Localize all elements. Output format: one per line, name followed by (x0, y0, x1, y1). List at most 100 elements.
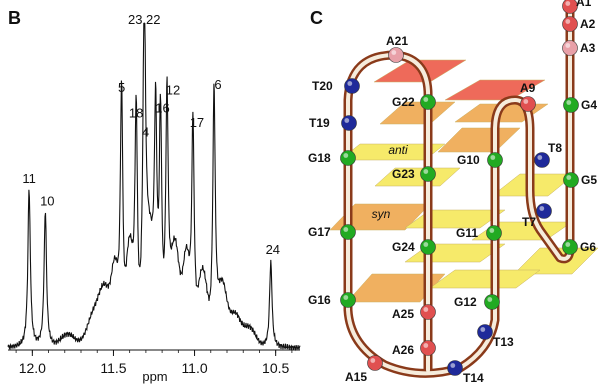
nucleotide-g17 (340, 224, 356, 240)
nucleotide-g10 (487, 152, 503, 168)
nucleotide-label: G24 (392, 240, 415, 254)
nucleotide-label: A2 (580, 17, 596, 31)
nmr-tick-label: 11.0 (181, 360, 207, 376)
nucleotide-label: T8 (548, 141, 562, 155)
nucleotide-highlight (487, 297, 493, 302)
nucleotide-highlight (423, 97, 429, 102)
nmr-peak-labels: 11 10 5 18 23,22 4 16 12 17 6 24 (22, 12, 280, 257)
nucleotides: A1 A2 A3 G4 G5 G6 T7 T8 A9 G10 G11 G12 T13 T14 A15 G16 G… (308, 0, 597, 384)
syn-label: syn (372, 207, 391, 221)
nucleotide-g11 (486, 225, 502, 241)
nucleotide-t14 (447, 360, 463, 376)
nucleotide-label: T13 (493, 335, 514, 349)
nucleotide-label: G11 (456, 226, 478, 240)
nmr-trace (7, 23, 301, 352)
nucleotide-label: A21 (386, 34, 408, 48)
nucleotide-highlight (565, 1, 571, 6)
nucleotide-a9 (520, 96, 536, 112)
nucleotide-highlight (566, 100, 572, 105)
nucleotide-label: G10 (457, 153, 480, 167)
nucleotide-highlight (480, 327, 486, 332)
nucleotide-label: A25 (392, 307, 414, 321)
nucleotide-label: A15 (345, 370, 367, 384)
nucleotide-highlight (343, 227, 349, 232)
nucleotide-g24 (420, 239, 436, 255)
panel-label-c: C (310, 8, 323, 28)
nucleotide-highlight (490, 155, 496, 160)
backbone-inner (346, 0, 572, 376)
nucleotide-highlight (565, 19, 571, 24)
nmr-tick-label: 12.0 (19, 360, 46, 376)
backbone-strand (343, 0, 575, 378)
nucleotide-label: G4 (581, 98, 597, 112)
nmr-tick-label: 10.5 (262, 360, 289, 376)
guanine-plane (346, 273, 446, 303)
nucleotide-g18 (340, 150, 356, 166)
nucleotide-label: G6 (580, 240, 596, 254)
nucleotide-t13 (477, 324, 493, 340)
nmr-ticks: 12.0 11.5 11.0 10.5 (15, 350, 293, 376)
nucleotide-highlight (343, 295, 349, 300)
nucleotide-highlight (391, 50, 397, 55)
nmr-peak-label: 4 (142, 124, 149, 139)
nucleotide-label: T7 (522, 215, 536, 229)
nucleotide-label: T14 (463, 371, 484, 384)
nucleotide-label: A3 (580, 41, 596, 55)
nmr-peak-label: 11 (22, 171, 36, 186)
nmr-peak-label: 23,22 (128, 12, 161, 27)
guanine-plane (374, 167, 461, 187)
guanine-plane (429, 269, 541, 289)
nucleotide-label: G12 (454, 295, 477, 309)
nucleotide-highlight (489, 228, 495, 233)
nucleotide-label: G16 (308, 293, 331, 307)
nmr-peak-label: 12 (166, 83, 180, 98)
nucleotide-label: G22 (392, 95, 415, 109)
nucleotide-highlight (539, 206, 545, 211)
guanine-plane (404, 243, 506, 263)
nucleotide-label: A1 (576, 0, 592, 9)
nucleotide-label: G5 (581, 173, 597, 187)
nucleotide-label: G18 (308, 151, 331, 165)
nucleotide-highlight (565, 43, 571, 48)
nucleotide-highlight (423, 242, 429, 247)
nmr-spectrum: 12.0 11.5 11.0 10.5 111051823,224161217624 … (7, 12, 301, 384)
nucleotide-label: A9 (520, 81, 536, 95)
nucleotide-label: T19 (309, 116, 330, 130)
nucleotide-g12 (484, 294, 500, 310)
nucleotide-highlight (565, 242, 571, 247)
nucleotide-a15 (367, 355, 383, 371)
nucleotide-highlight (347, 81, 353, 86)
guanine-plane (329, 203, 431, 231)
nucleotide-g4 (563, 97, 579, 113)
nucleotide-highlight (423, 307, 429, 312)
nucleotide-g5 (563, 172, 579, 188)
nucleotide-highlight (423, 343, 429, 348)
nucleotide-label: T20 (312, 79, 333, 93)
nucleotide-t20 (344, 78, 360, 94)
nucleotide-a21 (388, 47, 404, 63)
nmr-peak-label: 17 (190, 115, 204, 130)
nucleotide-label: A26 (392, 343, 414, 357)
nmr-peak-label: 18 (129, 105, 143, 120)
conformation-labels: anti syn (372, 143, 408, 221)
guanine-plane (513, 247, 599, 275)
nucleotide-g23 (420, 166, 436, 182)
nmr-tick-label: 11.5 (100, 360, 126, 376)
nucleotide-g16 (340, 292, 356, 308)
nmr-peak-label: 6 (214, 77, 221, 92)
nucleotide-a2 (562, 16, 578, 32)
nucleotide-highlight (423, 169, 429, 174)
nucleotide-highlight (523, 99, 529, 104)
nmr-peak-label: 5 (118, 80, 125, 95)
guanine-planes (329, 59, 599, 303)
nucleotide-a25 (420, 304, 436, 320)
nucleotide-g22 (420, 94, 436, 110)
nucleotide-highlight (537, 155, 543, 160)
g-quadruplex-structure: anti syn A1 A2 A3 G4 G5 G6 T7 T8 A9 G10 G11 G12 T13 T… (308, 0, 599, 384)
nucleotide-a3 (562, 40, 578, 56)
nmr-peak-label: 10 (40, 193, 54, 208)
nucleotide-a26 (420, 340, 436, 356)
nucleotide-t7 (536, 203, 552, 219)
